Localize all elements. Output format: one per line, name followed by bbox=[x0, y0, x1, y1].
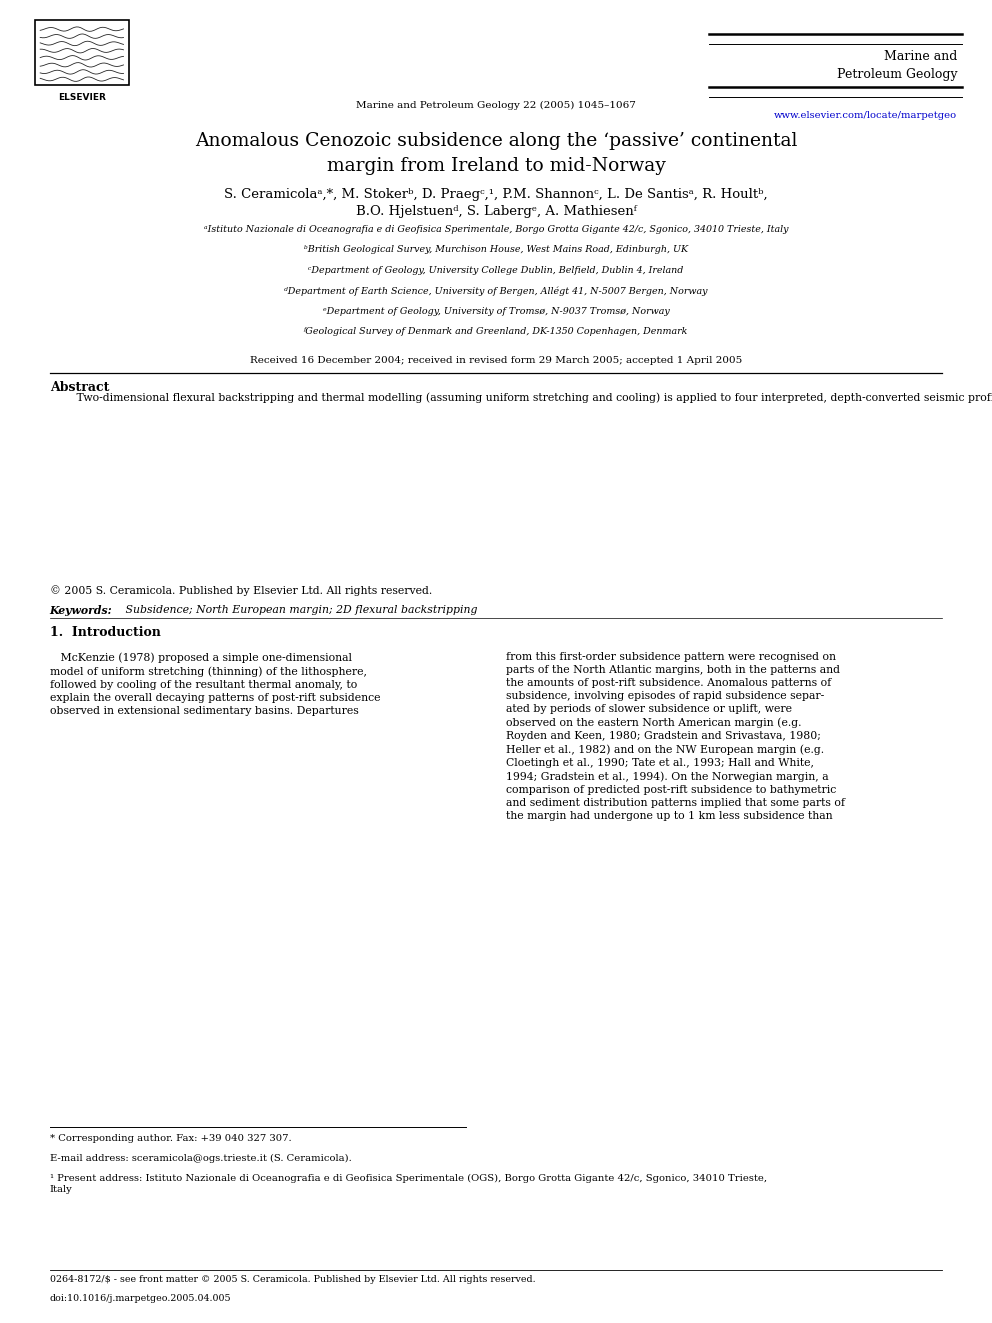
Text: ᵇBritish Geological Survey, Murchison House, West Mains Road, Edinburgh, UK: ᵇBritish Geological Survey, Murchison Ho… bbox=[304, 246, 688, 254]
Text: McKenzie (1978) proposed a simple one-dimensional
model of uniform stretching (t: McKenzie (1978) proposed a simple one-di… bbox=[50, 652, 380, 716]
Text: Two-dimensional flexural backstripping and thermal modelling (assuming uniform s: Two-dimensional flexural backstripping a… bbox=[65, 393, 992, 404]
Text: ᵈDepartment of Earth Science, University of Bergen, Allégt 41, N-5007 Bergen, No: ᵈDepartment of Earth Science, University… bbox=[285, 286, 707, 296]
Text: Received 16 December 2004; received in revised form 29 March 2005; accepted 1 Ap: Received 16 December 2004; received in r… bbox=[250, 356, 742, 365]
Text: doi:10.1016/j.marpetgeo.2005.04.005: doi:10.1016/j.marpetgeo.2005.04.005 bbox=[50, 1294, 231, 1303]
Text: Anomalous Cenozoic subsidence along the ‘passive’ continental
margin from Irelan: Anomalous Cenozoic subsidence along the … bbox=[194, 132, 798, 176]
Text: B.O. Hjelstuenᵈ, S. Labergᵉ, A. Mathiesenᶠ: B.O. Hjelstuenᵈ, S. Labergᵉ, A. Mathiese… bbox=[356, 205, 636, 218]
Text: Keywords:: Keywords: bbox=[50, 605, 112, 615]
Text: from this first-order subsidence pattern were recognised on
parts of the North A: from this first-order subsidence pattern… bbox=[506, 652, 845, 822]
Text: * Corresponding author. Fax: +39 040 327 307.: * Corresponding author. Fax: +39 040 327… bbox=[50, 1134, 292, 1143]
Text: Marine and
Petroleum Geology: Marine and Petroleum Geology bbox=[836, 50, 957, 81]
Text: 1.  Introduction: 1. Introduction bbox=[50, 626, 161, 639]
Text: © 2005 S. Ceramicola. Published by Elsevier Ltd. All rights reserved.: © 2005 S. Ceramicola. Published by Elsev… bbox=[50, 585, 432, 595]
Text: www.elsevier.com/locate/marpetgeo: www.elsevier.com/locate/marpetgeo bbox=[774, 111, 957, 120]
Text: ELSEVIER: ELSEVIER bbox=[58, 93, 106, 102]
Text: Abstract: Abstract bbox=[50, 381, 109, 394]
Bar bbox=[35, 20, 129, 85]
Text: ᵉDepartment of Geology, University of Tromsø, N-9037 Tromsø, Norway: ᵉDepartment of Geology, University of Tr… bbox=[322, 307, 670, 316]
Text: ᶠGeological Survey of Denmark and Greenland, DK-1350 Copenhagen, Denmark: ᶠGeological Survey of Denmark and Greenl… bbox=[304, 327, 688, 336]
Text: ᶜDepartment of Geology, University College Dublin, Belfield, Dublin 4, Ireland: ᶜDepartment of Geology, University Colle… bbox=[309, 266, 683, 275]
Text: ¹ Present address: Istituto Nazionale di Oceanografia e di Geofisica Sperimental: ¹ Present address: Istituto Nazionale di… bbox=[50, 1174, 767, 1193]
Text: E-mail address: sceramicola@ogs.trieste.it (S. Ceramicola).: E-mail address: sceramicola@ogs.trieste.… bbox=[50, 1154, 351, 1163]
Text: Subsidence; North European margin; 2D flexural backstripping: Subsidence; North European margin; 2D fl… bbox=[122, 605, 477, 615]
Text: S. Ceramicolaᵃ,*, M. Stokerᵇ, D. Praegᶜ,¹, P.M. Shannonᶜ, L. De Santisᵃ, R. Houl: S. Ceramicolaᵃ,*, M. Stokerᵇ, D. Praegᶜ,… bbox=[224, 188, 768, 201]
Text: Marine and Petroleum Geology 22 (2005) 1045–1067: Marine and Petroleum Geology 22 (2005) 1… bbox=[356, 101, 636, 110]
Text: 0264-8172/$ - see front matter © 2005 S. Ceramicola. Published by Elsevier Ltd. : 0264-8172/$ - see front matter © 2005 S.… bbox=[50, 1275, 536, 1285]
Text: ᵃIstituto Nazionale di Oceanografia e di Geofisica Sperimentale, Borgo Grotta Gi: ᵃIstituto Nazionale di Oceanografia e di… bbox=[203, 225, 789, 234]
